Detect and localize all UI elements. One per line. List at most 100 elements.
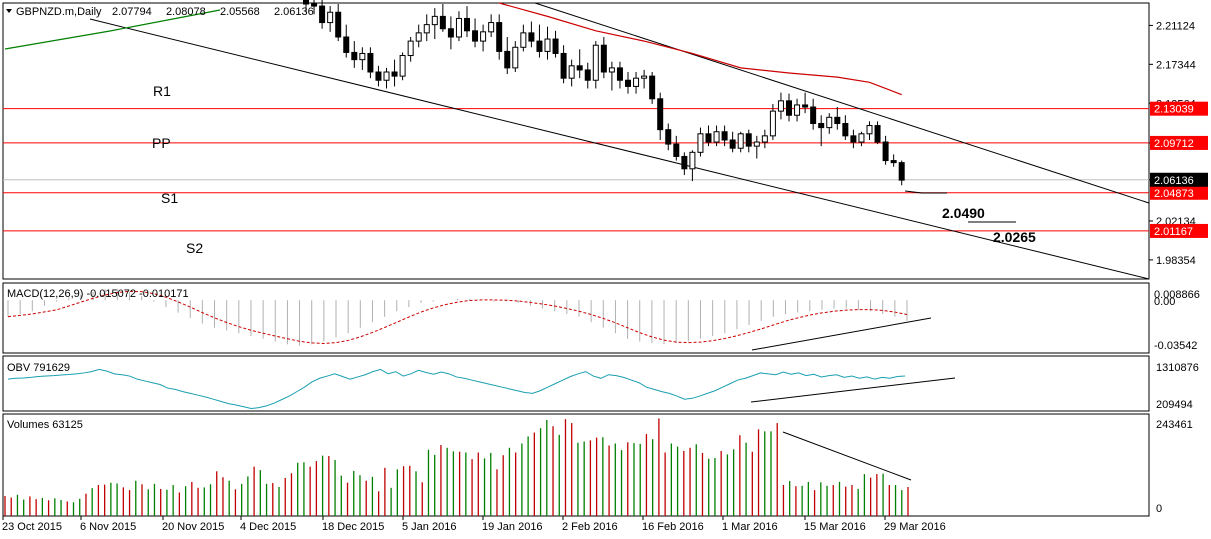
candle-body: [367, 52, 374, 73]
target1-pointer: [904, 190, 947, 194]
volume-scale-bottom: 0: [1156, 503, 1162, 515]
candle-body: [351, 51, 358, 61]
candle-body: [890, 160, 897, 164]
moving-average-green: [4, 9, 221, 50]
candle-body: [552, 38, 559, 54]
candle-body: [681, 155, 688, 170]
y-tick-label: 2.21124: [1156, 20, 1195, 32]
candle-body: [729, 139, 736, 149]
candle-body: [335, 11, 342, 38]
macd-panel: [2, 282, 1150, 354]
candle-body: [665, 129, 672, 145]
candle-body: [431, 15, 438, 26]
price-box-label-s1: 2.04873: [1154, 188, 1194, 200]
price-box-label-r1: 2.13039: [1154, 104, 1194, 116]
candle-body: [407, 40, 414, 57]
candle-body: [327, 11, 334, 24]
candle-body: [512, 46, 519, 69]
candle-body: [745, 133, 752, 147]
macd-scale-bottom: -0.03542: [1154, 340, 1197, 352]
candle-body: [455, 17, 462, 38]
candle-body: [447, 28, 454, 38]
target2-label: 2.0265: [993, 229, 1036, 245]
x-tick-label: 16 Feb 2016: [642, 521, 704, 533]
candle-body: [697, 133, 704, 153]
candle-body: [616, 67, 623, 81]
price-box-label-current: 2.06136: [1154, 175, 1194, 187]
candle-body: [464, 17, 470, 32]
candle-body: [415, 32, 422, 42]
candle-body: [737, 133, 744, 149]
candle-body: [319, 5, 326, 24]
candle-body: [842, 122, 849, 137]
candle-body: [858, 133, 865, 143]
price-box-label-s2: 2.01167: [1154, 226, 1193, 238]
candle-body: [769, 110, 776, 137]
candle-body: [480, 31, 487, 42]
x-tick-label: 20 Nov 2015: [162, 521, 224, 533]
candle-body: [689, 151, 696, 170]
target1-label: 2.0490: [942, 205, 985, 221]
dropdown-arrow-icon[interactable]: [6, 9, 12, 13]
candle-body: [882, 141, 889, 162]
low-value: 2.05568: [220, 6, 260, 18]
price-panel: [2, 2, 1150, 280]
x-tick-label: 18 Dec 2015: [322, 521, 384, 533]
x-tick-label: 2 Feb 2016: [562, 521, 618, 533]
candle-body: [826, 116, 833, 129]
macd-label: MACD(12,26,9) -0.015072 -0.010171: [7, 288, 189, 300]
price-box-s1: [1150, 185, 1208, 200]
candle-body: [399, 55, 406, 77]
candle-body: [472, 30, 479, 42]
y-tick-label: 1.98354: [1156, 255, 1196, 267]
candle-body: [794, 104, 801, 116]
pivot-pp-label: PP: [152, 135, 171, 151]
macd-scale-zero: 0.00: [1154, 296, 1175, 308]
candle-body: [649, 75, 656, 100]
obv-trendline: [750, 377, 956, 403]
volume-label: Volumes 63125: [7, 419, 83, 431]
volume-trendline: [782, 431, 912, 481]
channel-lower-trendline: [89, 18, 1150, 280]
candle-body: [391, 71, 398, 77]
candle-body: [818, 122, 825, 129]
candle-body: [488, 22, 495, 33]
pivot-s1-label: S1: [161, 190, 178, 206]
x-tick-label: 4 Dec 2015: [240, 521, 296, 533]
candle-body: [568, 65, 575, 79]
candle-body: [423, 24, 430, 34]
price-box-r1: [1150, 101, 1208, 116]
pivot-s2-label: S2: [186, 240, 203, 256]
candle-body: [641, 75, 648, 79]
moving-average-red: [499, 2, 902, 96]
candle-body: [786, 100, 792, 116]
candle-body: [560, 52, 567, 79]
candle-body: [753, 141, 760, 147]
volume-scale-top: 243461: [1156, 419, 1193, 431]
candle-body: [866, 125, 873, 135]
obv-line: [7, 368, 906, 410]
x-tick-label: 15 Mar 2016: [804, 521, 866, 533]
candle-body: [657, 98, 664, 131]
price-box-pp: [1150, 135, 1208, 150]
close-value: 2.06136: [274, 6, 314, 18]
candle-body: [834, 116, 841, 124]
high-value: 2.08078: [166, 6, 206, 18]
x-tick-label: 1 Mar 2016: [722, 521, 778, 533]
y-tick-label: 2.17344: [1156, 59, 1196, 71]
candle-body: [536, 40, 543, 52]
open-value: 2.07794: [112, 6, 152, 18]
price-box-label-pp: 2.09712: [1154, 138, 1194, 150]
x-tick-label: 19 Jan 2016: [482, 521, 543, 533]
symbol-label: GBPNZD.m,Daily: [16, 6, 102, 18]
obv-panel: [2, 355, 1150, 412]
candle-body: [576, 65, 583, 71]
candle-body: [802, 104, 809, 108]
candle-body: [633, 77, 640, 87]
candle-body: [383, 71, 390, 81]
candle-body: [777, 100, 784, 112]
candle-body: [721, 131, 728, 141]
price-box-s2: [1150, 223, 1208, 238]
price-box-current: [1150, 172, 1208, 187]
